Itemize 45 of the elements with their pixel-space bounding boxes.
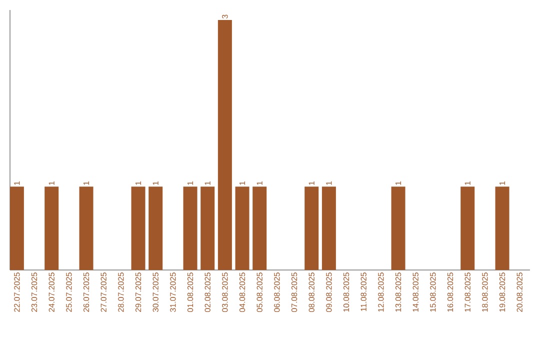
x-tick-label: 03.08.2025 [222,272,228,312]
data-label: 1 [240,181,246,185]
data-label: 1 [84,181,90,185]
x-tick-label: 31.07.2025 [170,272,176,312]
x-tick-label: 11.08.2025 [360,272,366,312]
data-label: 1 [188,181,194,185]
x-tick-label: 26.07.2025 [83,272,90,312]
x-tick-label: 04.08.2025 [239,272,246,312]
data-label: 1 [396,181,402,185]
data-label: 1 [204,181,210,185]
data-label: 1 [256,181,262,185]
data-label: 1 [308,181,314,185]
data-label: 1 [500,181,506,185]
x-tick-label: 13.08.2025 [395,272,402,312]
data-label: 1 [136,181,142,185]
x-tick-label: 30.07.2025 [152,272,158,312]
x-tick-label: 17.08.2025 [464,272,470,312]
x-tick-label: 09.08.2025 [326,272,332,312]
data-label: 1 [152,181,158,185]
data-label: 1 [464,181,470,185]
x-tick-label: 23.07.2025 [31,272,38,312]
x-tick-label: 01.08.2025 [187,272,194,312]
x-tick-label: 19.08.2025 [499,272,506,312]
x-tick-label: 20.08.2025 [516,272,522,312]
data-label: 1 [48,181,54,185]
x-tick-label: 12.08.2025 [378,272,384,312]
x-tick-label: 06.08.2025 [274,272,280,312]
x-tick-label: 22.07.2025 [14,272,20,312]
x-tick-label: 15.08.2025 [430,272,436,312]
x-tick-label: 14.08.2025 [412,272,418,312]
x-tick-label: 25.07.2025 [66,272,72,312]
data-label: 1 [14,181,20,185]
x-tick-label: 16.08.2025 [447,272,454,312]
data-label: 3 [222,14,228,18]
x-tick-label: 24.07.2025 [48,272,54,312]
x-tick-label: 27.07.2025 [100,272,106,312]
x-tick-label: 05.08.2025 [256,272,262,312]
x-tick-label: 08.08.2025 [308,272,314,312]
x-tick-label: 10.08.2025 [343,272,350,312]
data-label: 1 [326,181,332,185]
x-tick-label: 02.08.2025 [204,272,210,312]
x-tick-label: 29.07.2025 [135,272,142,312]
x-tick-label: 18.08.2025 [482,272,488,312]
x-tick-label: 28.07.2025 [118,272,124,312]
x-tick-label: 07.08.2025 [291,272,298,312]
